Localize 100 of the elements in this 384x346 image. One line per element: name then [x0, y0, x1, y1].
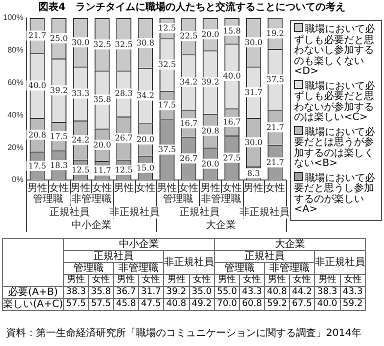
text: 管理職 [224, 263, 255, 274]
data-label: 19.2 [266, 28, 284, 38]
category-label: 男性 [218, 275, 236, 285]
category-label: 男性 [67, 275, 86, 285]
data-label: 18.3 [50, 160, 68, 170]
text: 非管理職 [270, 263, 310, 274]
data-label: 34.2 [136, 91, 154, 100]
text: 43.3 [240, 286, 265, 298]
data-label: 27.5 [223, 153, 241, 162]
data-label: 26.7 [180, 154, 198, 163]
text: 44.2 [290, 286, 315, 298]
x-tick-label: 女性 [92, 182, 112, 194]
text: 67.5 [290, 298, 315, 310]
text: 39.2 [164, 286, 190, 298]
data-label: 30.8 [136, 38, 154, 48]
data-label: 39.2 [50, 86, 68, 95]
text: 中小企業 [119, 239, 160, 250]
x-tick-label: 女性 [48, 182, 69, 194]
text: 40.8 [164, 298, 190, 310]
data-label: 20.0 [93, 140, 112, 150]
text: 楽しい(A+C) [2, 298, 64, 310]
text: 59.2 [340, 298, 366, 310]
x-tick-label: 女性 [265, 182, 286, 194]
data-label: 35.8 [93, 95, 112, 104]
data-label: 20.8 [201, 126, 220, 136]
y-tick-label: 60% [7, 78, 24, 88]
data-label: 30.0 [244, 138, 262, 147]
data-label: 12.5 [72, 165, 90, 174]
text: 35.8 [88, 286, 114, 298]
text: 必要(A+B) [2, 286, 64, 298]
text: 管理職 [74, 263, 104, 274]
data-label: 39.2 [201, 78, 220, 87]
text: 35.0 [189, 286, 215, 298]
data-label: 26.7 [114, 134, 133, 143]
data-label: 20.0 [136, 135, 154, 144]
text: 正規社員 [244, 251, 285, 262]
legend-label: 職場において必要だとは思うが参加するのは楽しくない<B> [294, 126, 376, 170]
text: 非管理職 [118, 263, 159, 274]
text: 40.8 [264, 286, 290, 298]
text: 45.8 [114, 298, 139, 310]
text: 57.5 [88, 298, 114, 310]
data-label: 32.5 [93, 40, 112, 49]
data-label: 21.7 [266, 122, 284, 132]
y-tick-label: 0% [12, 175, 24, 184]
data-label: 34.2 [180, 78, 198, 87]
text: 43.3 [340, 286, 366, 298]
y-tick-label: 20% [7, 142, 24, 152]
text: 49.2 [189, 298, 215, 310]
data-label: 28.3 [114, 89, 133, 98]
data-label: 20.0 [201, 159, 220, 168]
data-label: 22.5 [180, 32, 198, 41]
category-label: 女性 [243, 275, 262, 285]
data-label: 30.0 [72, 38, 90, 47]
data-label: 37.5 [266, 74, 284, 84]
y-tick-label: 100% [2, 13, 24, 22]
x-tick-label: 男性 [157, 182, 178, 194]
data-label: 21.7 [28, 31, 46, 40]
text: 管理職 [33, 193, 64, 206]
category-label: 女性 [344, 275, 362, 285]
category-label: 男性 [318, 275, 336, 285]
text: 中小企業 [71, 219, 112, 232]
data-label: 16.7 [180, 118, 198, 128]
data-label: 15.0 [136, 163, 154, 172]
data-label: 32.5 [158, 60, 176, 70]
text: 36.7 [114, 286, 139, 298]
category-label: 男性 [117, 275, 136, 285]
data-label: 40.0 [223, 72, 241, 81]
data-label: 12.5 [114, 165, 133, 174]
x-tick-label: 男性 [27, 182, 48, 194]
data-label: 15.8 [223, 26, 241, 36]
x-tick-label: 女性 [222, 182, 242, 194]
text: 大企業 [206, 219, 236, 232]
text: 非正規社員 [315, 257, 366, 268]
text: 57.5 [64, 298, 89, 310]
category-label: 女性 [142, 275, 160, 285]
data-label: 20.8 [28, 130, 46, 140]
text: 59.2 [264, 298, 290, 310]
text: 資料：第一生命経済研究所「職場のコミュニケーションに関する調査」2014年 [6, 326, 362, 340]
text: 大企業 [275, 239, 306, 250]
data-label: 40.0 [28, 81, 46, 90]
legend-label: 職場において必ずしも必要だと思わないし参加するのも楽しくない<D> [294, 23, 376, 78]
x-tick-label: 女性 [135, 182, 156, 194]
text: 60.8 [240, 298, 265, 310]
chart-title: 図表4 ランチタイムに職場の人たちと交流することについての考え [38, 2, 346, 14]
text: 38.3 [64, 286, 89, 298]
category-label: 女性 [192, 275, 211, 285]
text: 55.0 [214, 286, 240, 298]
data-label: 24.2 [72, 136, 90, 145]
text: 正規社員 [50, 206, 90, 218]
category-label: 男性 [167, 275, 186, 285]
data-label: 25.0 [50, 34, 68, 43]
data-label: 17.5 [28, 161, 46, 170]
data-label: 16.7 [223, 118, 241, 126]
text: 70.0 [214, 298, 240, 310]
text: 非正規社員 [164, 257, 214, 268]
x-tick-label: 女性 [178, 182, 199, 194]
data-label: 37.5 [158, 145, 176, 154]
text: 正規社員 [179, 206, 220, 218]
data-label: 21.7 [266, 158, 284, 167]
category-label: 女性 [92, 275, 110, 285]
